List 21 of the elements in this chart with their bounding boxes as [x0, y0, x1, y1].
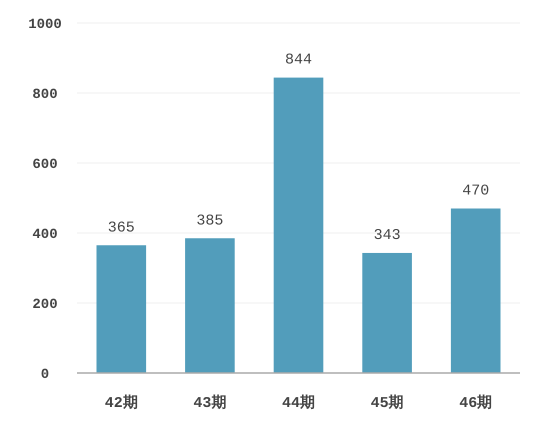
y-tick-label: 0 — [40, 367, 50, 383]
x-tick-label: 43期 — [193, 394, 226, 412]
x-tick-label: 45期 — [370, 394, 404, 412]
y-tick-label: 800 — [32, 87, 58, 103]
bar — [185, 238, 235, 373]
data-label: 844 — [284, 52, 312, 69]
y-tick-label: 600 — [32, 157, 58, 173]
data-label: 343 — [374, 226, 401, 244]
data-label: 385 — [196, 212, 224, 230]
bar — [96, 245, 146, 373]
y-tick-label: 1000 — [28, 17, 62, 33]
x-tick-label: 42期 — [104, 394, 138, 412]
y-tick-label: 400 — [32, 227, 58, 243]
bar — [450, 208, 501, 373]
bar — [362, 252, 412, 373]
data-label: 470 — [462, 182, 490, 200]
y-tick-label: 200 — [32, 297, 58, 313]
x-tick-label: 44期 — [282, 394, 316, 412]
x-tick-label: 46期 — [459, 394, 492, 412]
bar — [274, 78, 324, 373]
data-label: 365 — [108, 219, 135, 236]
